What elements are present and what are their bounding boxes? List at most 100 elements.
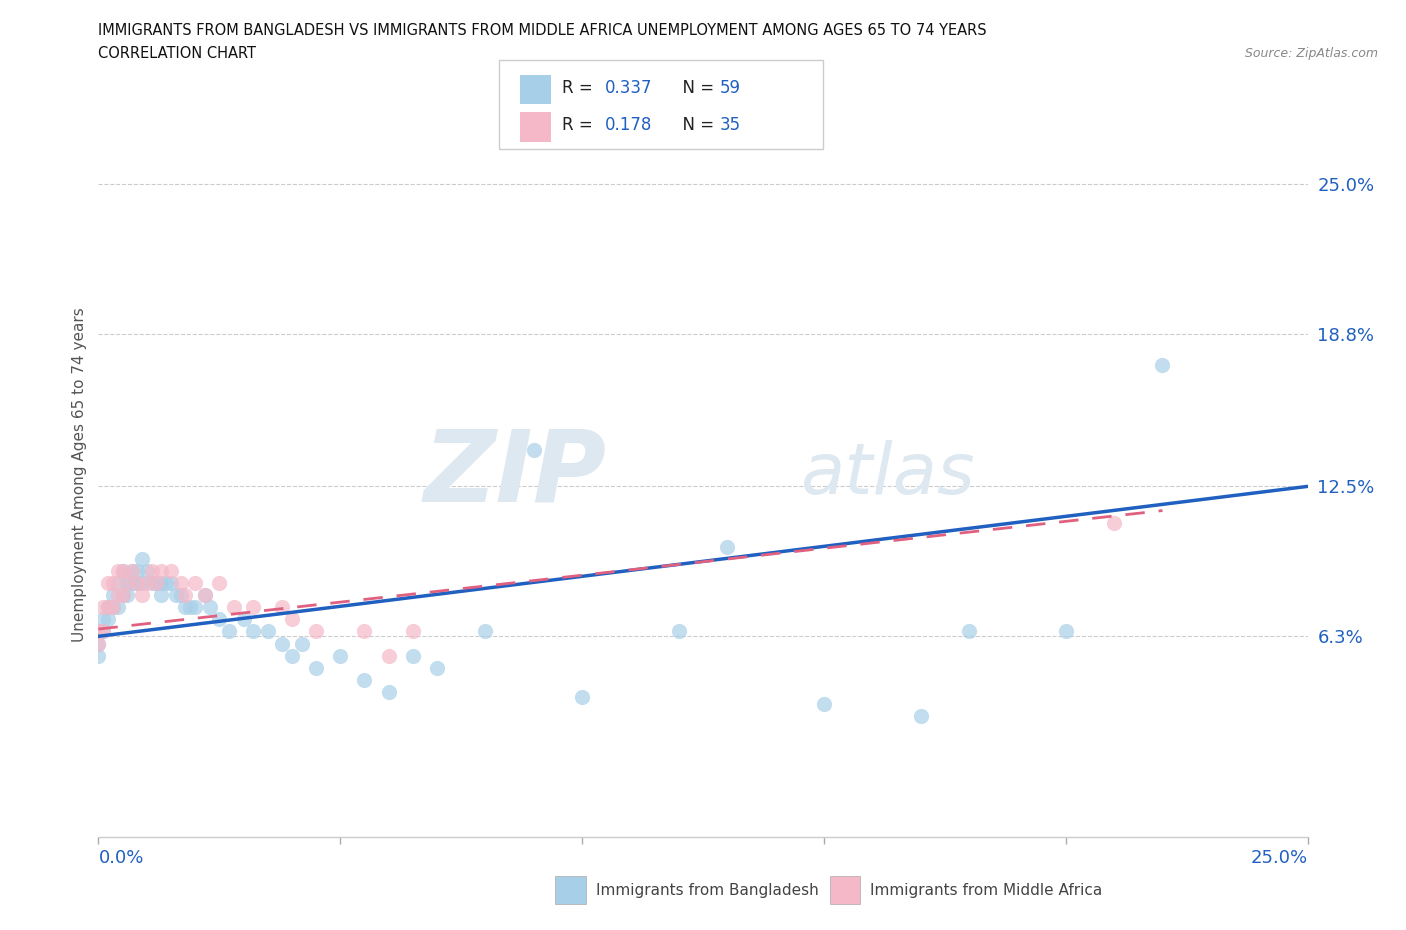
Point [101, 600, 124, 615]
Point [402, 624, 425, 639]
Point [290, 636, 312, 651]
Point [169, 576, 191, 591]
Point [523, 443, 546, 458]
Point [155, 576, 177, 591]
Text: CORRELATION CHART: CORRELATION CHART [98, 46, 256, 61]
Point [87, 636, 110, 651]
Point [107, 564, 129, 578]
Point [194, 588, 217, 603]
Point [184, 576, 207, 591]
Text: atlas: atlas [800, 440, 974, 509]
Point [1152, 358, 1174, 373]
Point [281, 612, 304, 627]
Text: ZIP: ZIP [423, 426, 606, 523]
Point [208, 612, 231, 627]
Point [208, 576, 231, 591]
Point [1054, 624, 1077, 639]
Text: Immigrants from Middle Africa: Immigrants from Middle Africa [870, 883, 1102, 897]
Point [97, 600, 120, 615]
Point [111, 588, 134, 603]
Point [222, 600, 245, 615]
Point [571, 689, 593, 704]
Point [117, 588, 139, 603]
Point [111, 564, 134, 578]
Point [145, 576, 167, 591]
Text: 59: 59 [720, 79, 741, 97]
Point [910, 709, 932, 724]
Point [426, 660, 449, 675]
Point [150, 576, 173, 591]
Point [87, 648, 110, 663]
Point [174, 588, 197, 603]
Point [242, 600, 264, 615]
Text: Source: ZipAtlas.com: Source: ZipAtlas.com [1244, 46, 1378, 60]
Point [101, 576, 124, 591]
Point [141, 564, 163, 578]
Point [150, 588, 173, 603]
Point [107, 600, 129, 615]
Text: 0.178: 0.178 [605, 116, 652, 134]
Y-axis label: Unemployment Among Ages 65 to 74 years: Unemployment Among Ages 65 to 74 years [72, 307, 87, 642]
Point [281, 648, 304, 663]
Text: N =: N = [672, 79, 720, 97]
Point [111, 564, 134, 578]
Text: R =: R = [562, 116, 599, 134]
Point [91, 624, 114, 639]
Point [131, 576, 153, 591]
Point [174, 600, 197, 615]
Point [121, 564, 143, 578]
Point [169, 588, 191, 603]
Point [305, 660, 328, 675]
Point [127, 564, 149, 578]
Point [716, 539, 738, 554]
Point [353, 624, 375, 639]
Point [305, 624, 328, 639]
Point [101, 588, 124, 603]
Point [329, 648, 352, 663]
Point [957, 624, 980, 639]
Point [107, 576, 129, 591]
Text: R =: R = [562, 79, 599, 97]
Point [121, 564, 143, 578]
Point [145, 576, 167, 591]
Point [141, 576, 163, 591]
Point [198, 600, 221, 615]
Point [91, 624, 114, 639]
Point [131, 551, 153, 566]
Point [242, 624, 264, 639]
Point [353, 672, 375, 687]
Point [218, 624, 240, 639]
Point [127, 576, 149, 591]
Point [121, 576, 143, 591]
Text: N =: N = [672, 116, 720, 134]
Point [668, 624, 690, 639]
Point [1102, 515, 1125, 530]
Point [107, 588, 129, 603]
Point [179, 600, 201, 615]
Point [87, 624, 110, 639]
Point [97, 600, 120, 615]
Point [377, 648, 399, 663]
Point [135, 564, 157, 578]
Point [194, 588, 217, 603]
Text: 25.0%: 25.0% [1250, 849, 1308, 867]
Point [111, 588, 134, 603]
Point [184, 600, 207, 615]
Text: 0.0%: 0.0% [98, 849, 143, 867]
Point [117, 576, 139, 591]
Point [97, 576, 120, 591]
Point [160, 576, 183, 591]
Point [135, 576, 157, 591]
Point [97, 612, 120, 627]
Point [91, 600, 114, 615]
Text: Immigrants from Bangladesh: Immigrants from Bangladesh [596, 883, 818, 897]
Point [402, 648, 425, 663]
Point [165, 588, 187, 603]
Point [813, 697, 835, 711]
Point [91, 612, 114, 627]
Point [271, 600, 294, 615]
Text: IMMIGRANTS FROM BANGLADESH VS IMMIGRANTS FROM MIDDLE AFRICA UNEMPLOYMENT AMONG A: IMMIGRANTS FROM BANGLADESH VS IMMIGRANTS… [98, 23, 987, 38]
Point [232, 612, 254, 627]
Point [117, 576, 139, 591]
Point [150, 564, 173, 578]
